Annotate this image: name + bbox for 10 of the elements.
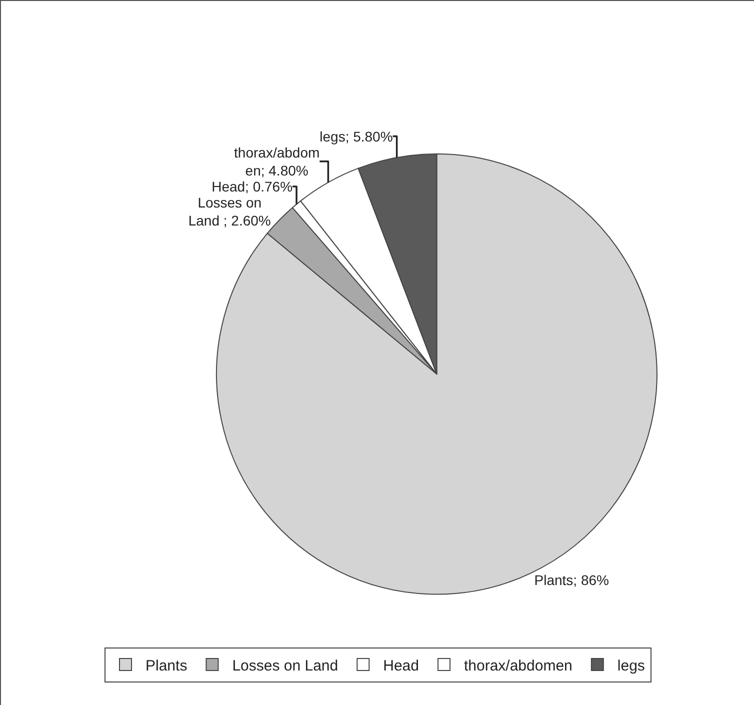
- data-label: thorax/abdom en; 4.80%: [234, 144, 320, 178]
- data-label: Losses on Land ; 2.60%: [188, 194, 271, 229]
- data-label: Plants; 86%: [534, 572, 609, 588]
- legend-label: Head: [383, 657, 419, 674]
- legend-label: Losses on Land: [232, 657, 338, 674]
- legend-label: Plants: [146, 657, 188, 674]
- legend-label: legs: [617, 657, 645, 674]
- data-label: Head; 0.76%: [212, 178, 293, 194]
- legend-label: thorax/abdomen: [464, 657, 572, 674]
- data-label: legs; 5.80%: [320, 128, 393, 144]
